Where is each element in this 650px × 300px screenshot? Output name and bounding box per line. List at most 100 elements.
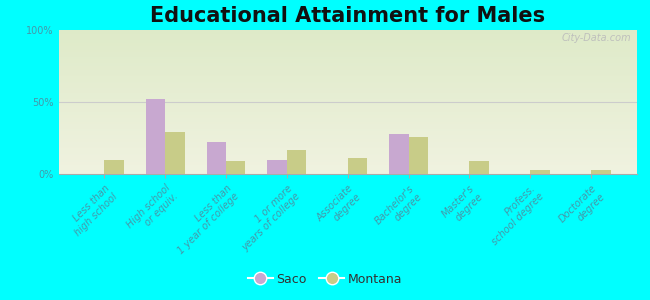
Bar [58,138,637,140]
Bar [58,103,637,105]
Bar [58,172,637,174]
Bar [58,50,637,52]
Bar [58,47,637,49]
Bar [58,151,637,152]
Bar [58,100,637,102]
Bar [58,140,637,141]
Bar [58,34,637,36]
Bar [58,128,637,129]
Bar [58,73,637,75]
Bar [165,132,185,174]
Bar [58,70,637,72]
Bar [58,121,637,122]
Bar [58,62,637,63]
Bar [530,170,550,174]
Bar [58,80,637,82]
Bar [58,44,637,46]
Bar [58,116,637,118]
Bar [58,167,637,168]
Bar [58,142,637,144]
Bar [58,93,637,95]
Bar [58,132,637,134]
Bar [58,95,637,96]
Bar [58,88,637,89]
Bar [58,149,637,151]
Bar [58,102,637,104]
Bar [58,59,637,60]
Bar [207,142,226,174]
Bar [58,119,637,121]
Bar [592,170,611,174]
Bar [58,63,637,64]
Bar [58,158,637,160]
Bar [58,72,637,73]
Bar [58,147,637,148]
Bar [58,108,637,109]
Bar [58,83,637,85]
Bar [58,77,637,79]
Bar [389,134,409,174]
Bar [58,111,637,112]
Bar [58,98,637,99]
Bar [58,131,637,132]
Bar [58,105,637,106]
Bar [58,152,637,154]
Bar [58,122,637,124]
Bar [58,33,637,34]
Bar [58,155,637,157]
Bar [58,55,637,56]
Bar [104,160,124,174]
Bar [58,163,637,164]
Bar [58,37,637,39]
Bar [58,60,637,62]
Bar [58,109,637,111]
Bar [58,112,637,113]
Bar [348,158,367,174]
Bar [58,32,637,33]
Bar [58,64,637,66]
Bar [58,75,637,76]
Bar [58,129,637,131]
Bar [58,96,637,98]
Bar [469,161,489,174]
Bar [58,154,637,155]
Bar [58,170,637,171]
Bar [409,136,428,174]
Bar [58,148,637,149]
Bar [58,92,637,93]
Bar [58,76,637,77]
Bar [58,134,637,135]
Bar [58,41,637,43]
Bar [58,57,637,59]
Bar [58,91,637,92]
Bar [58,86,637,88]
Bar [58,118,637,119]
Bar [226,161,246,174]
Bar [58,125,637,127]
Bar [58,115,637,116]
Bar [58,145,637,147]
Bar [58,89,637,91]
Bar [58,135,637,136]
Bar [58,113,637,115]
Title: Educational Attainment for Males: Educational Attainment for Males [150,6,545,26]
Bar [58,164,637,165]
Bar [58,53,637,55]
Bar [58,157,637,158]
Bar [58,68,637,69]
Bar [58,99,637,100]
Bar [58,161,637,163]
Bar [58,30,637,31]
Bar [58,40,637,41]
Bar [58,49,637,50]
Bar [58,168,637,170]
Bar [58,124,637,125]
Bar [58,69,637,70]
Bar [58,43,637,44]
Bar [58,136,637,138]
Bar [58,171,637,172]
Bar [58,46,637,47]
Bar [58,79,637,80]
Bar [58,66,637,68]
Bar [146,99,165,174]
